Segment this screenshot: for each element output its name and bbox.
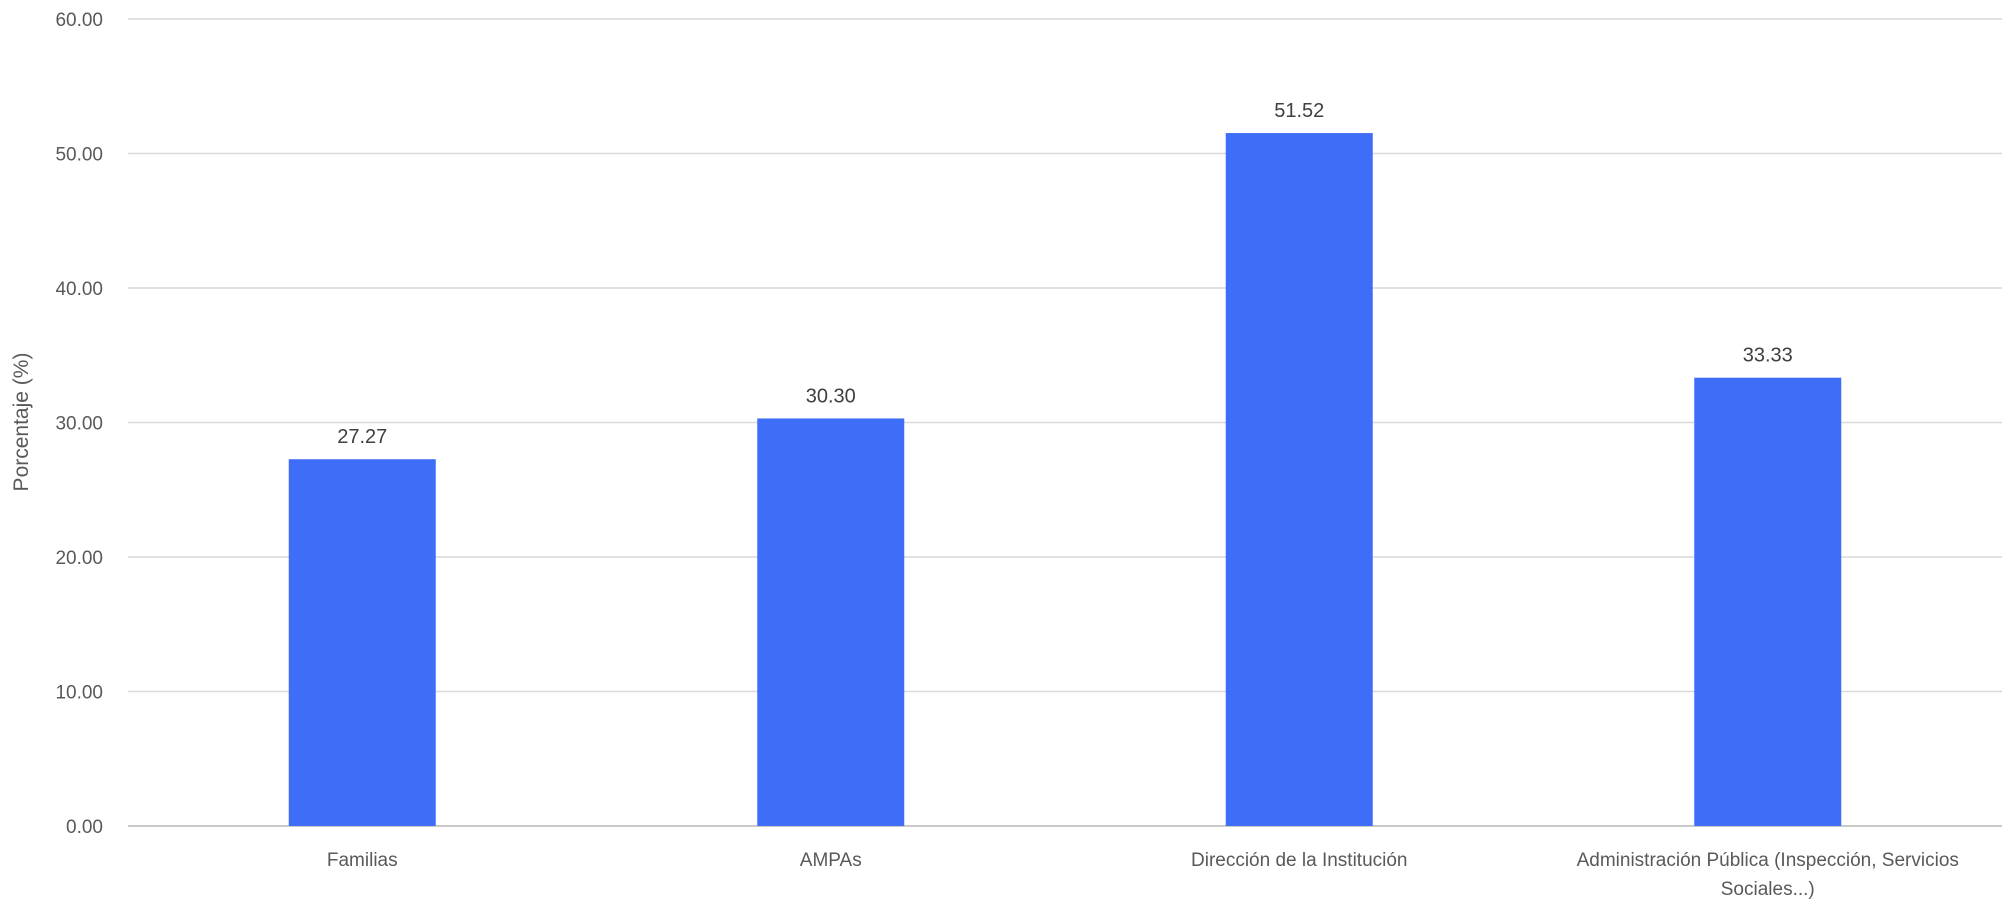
bar <box>288 459 436 826</box>
x-tick-label: Dirección de la Institución <box>1191 850 1408 871</box>
data-label: 51.52 <box>1274 100 1324 122</box>
bar <box>1225 133 1373 826</box>
x-tick-label-line: Administración Pública (Inspección, Serv… <box>1577 850 1959 871</box>
y-tick-label: 20.00 <box>55 548 103 569</box>
y-tick-label: 30.00 <box>55 414 103 435</box>
bar <box>757 418 905 826</box>
y-tick-label: 10.00 <box>55 683 103 704</box>
x-tick-label-line: Dirección de la Institución <box>1191 850 1408 871</box>
data-labels: 27.27 30.30 51.52 33.33 <box>337 100 1793 448</box>
x-tick-label: Administración Pública (Inspección, Serv… <box>1577 850 1959 899</box>
x-axis-ticks: Familias AMPAs Dirección de la Institución… <box>327 850 1959 899</box>
y-tick-label: 50.00 <box>55 145 103 166</box>
y-tick-label: 40.00 <box>55 279 103 300</box>
y-axis-ticks: 0.00 10.00 20.00 30.00 40.00 50.00 60.00 <box>55 10 103 838</box>
x-tick-label-line: AMPAs <box>800 850 862 871</box>
x-tick-label-line: Familias <box>327 850 398 871</box>
y-tick-label: 0.00 <box>66 817 103 838</box>
x-tick-label-line: Sociales...) <box>1721 879 1815 899</box>
y-tick-label: 60.00 <box>55 10 103 31</box>
bars <box>288 133 1842 826</box>
y-axis-title: Porcentaje (%) <box>10 353 33 492</box>
x-tick-label: Familias <box>327 850 398 871</box>
data-label: 27.27 <box>337 426 387 448</box>
gridlines <box>128 18 2002 827</box>
x-tick-label: AMPAs <box>800 850 862 871</box>
data-label: 30.30 <box>806 385 856 407</box>
bar <box>1694 377 1842 826</box>
data-label: 33.33 <box>1743 345 1793 367</box>
